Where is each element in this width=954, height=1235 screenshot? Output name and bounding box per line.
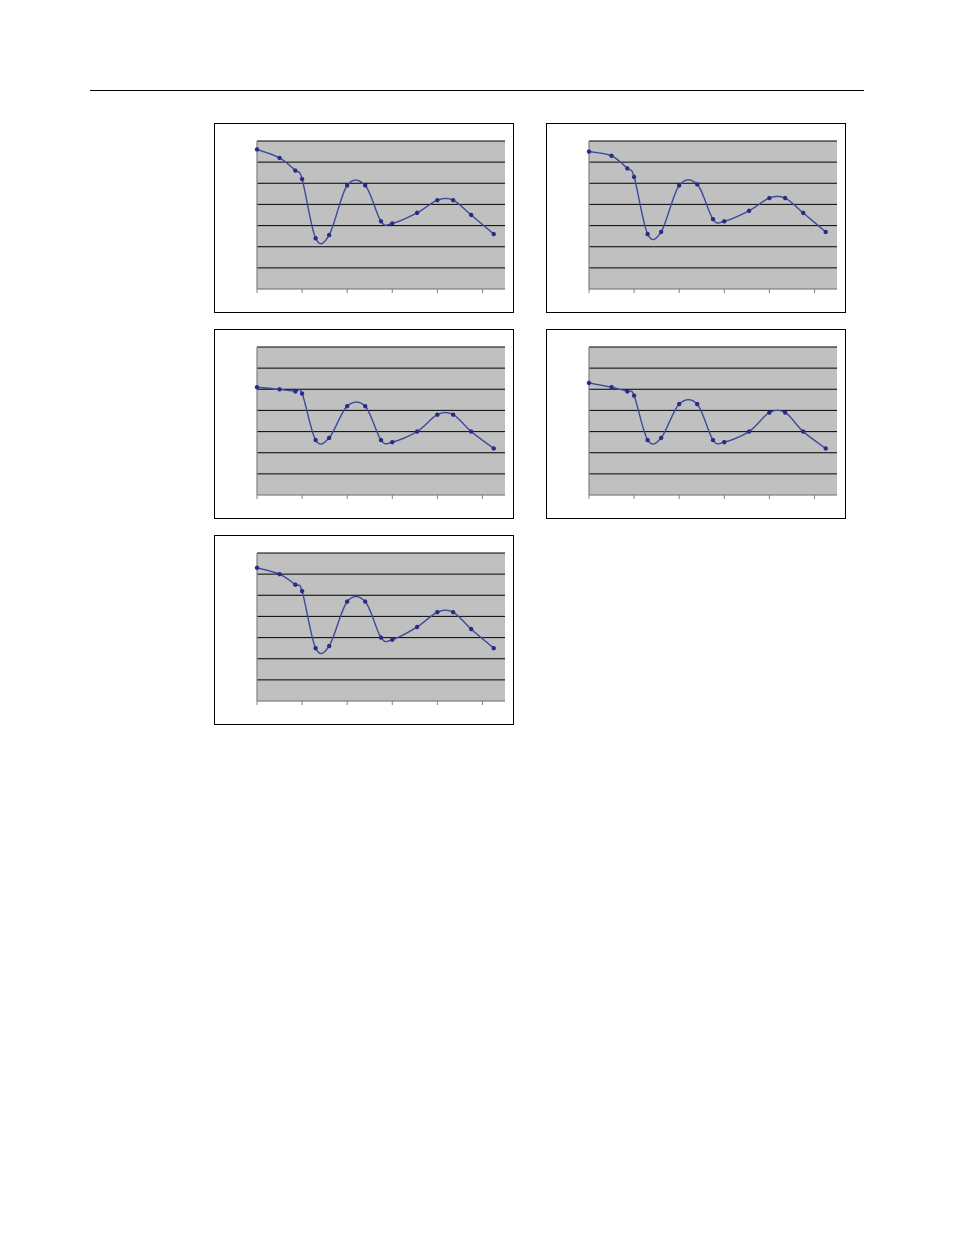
data-point: [625, 166, 629, 170]
data-point: [492, 646, 496, 650]
data-point: [345, 183, 349, 187]
data-point: [783, 196, 787, 200]
data-point: [363, 183, 367, 187]
data-point: [415, 429, 419, 433]
data-point: [659, 436, 663, 440]
data-point: [677, 402, 681, 406]
data-point: [722, 219, 726, 223]
data-point: [632, 175, 636, 179]
data-point: [587, 149, 591, 153]
chart-panel: [214, 123, 514, 313]
data-point: [327, 436, 331, 440]
data-point: [783, 410, 787, 414]
data-point: [451, 610, 455, 614]
data-point: [451, 412, 455, 416]
data-point: [677, 183, 681, 187]
data-point: [255, 147, 259, 151]
data-point: [300, 589, 304, 593]
data-point: [300, 177, 304, 181]
data-point: [645, 438, 649, 442]
chart-panel: [546, 123, 846, 313]
data-point: [632, 393, 636, 397]
data-point: [313, 236, 317, 240]
line-chart: [547, 330, 845, 518]
data-point: [293, 583, 297, 587]
data-point: [711, 217, 715, 221]
chart-grid: [214, 123, 846, 725]
data-point: [469, 627, 473, 631]
data-point: [492, 232, 496, 236]
chart-panel: [214, 535, 514, 725]
data-point: [345, 404, 349, 408]
data-point: [363, 404, 367, 408]
data-point: [722, 440, 726, 444]
data-point: [767, 410, 771, 414]
data-point: [415, 211, 419, 215]
data-point: [390, 637, 394, 641]
data-point: [255, 385, 259, 389]
data-point: [435, 610, 439, 614]
data-point: [767, 196, 771, 200]
plot-area: [589, 347, 837, 495]
data-point: [801, 211, 805, 215]
data-point: [625, 389, 629, 393]
data-point: [255, 566, 259, 570]
data-point: [609, 154, 613, 158]
data-point: [695, 402, 699, 406]
data-point: [345, 599, 349, 603]
data-point: [659, 230, 663, 234]
data-point: [469, 213, 473, 217]
data-point: [390, 440, 394, 444]
data-point: [379, 438, 383, 442]
data-point: [379, 635, 383, 639]
data-point: [609, 385, 613, 389]
data-point: [824, 230, 828, 234]
data-point: [492, 446, 496, 450]
data-point: [747, 209, 751, 213]
chart-panel: [546, 329, 846, 519]
data-point: [293, 389, 297, 393]
line-chart: [215, 330, 513, 518]
page: [0, 0, 954, 1235]
data-point: [313, 438, 317, 442]
plot-area: [257, 141, 505, 289]
data-point: [469, 429, 473, 433]
data-point: [363, 599, 367, 603]
line-chart: [547, 124, 845, 312]
data-point: [435, 412, 439, 416]
data-point: [645, 232, 649, 236]
data-point: [415, 625, 419, 629]
data-point: [451, 198, 455, 202]
line-chart: [215, 124, 513, 312]
data-point: [824, 446, 828, 450]
data-point: [801, 429, 805, 433]
data-point: [747, 429, 751, 433]
data-point: [277, 156, 281, 160]
chart-panel: [214, 329, 514, 519]
header-rule: [90, 90, 864, 91]
data-point: [711, 438, 715, 442]
plot-area: [257, 347, 505, 495]
data-point: [390, 221, 394, 225]
data-point: [327, 233, 331, 237]
data-point: [379, 219, 383, 223]
line-chart: [215, 536, 513, 724]
plot-area: [257, 553, 505, 701]
data-point: [313, 646, 317, 650]
data-point: [587, 381, 591, 385]
data-point: [327, 644, 331, 648]
data-point: [435, 198, 439, 202]
data-point: [277, 572, 281, 576]
data-point: [300, 391, 304, 395]
plot-area: [589, 141, 837, 289]
data-point: [695, 182, 699, 186]
data-point: [293, 168, 297, 172]
data-point: [277, 387, 281, 391]
